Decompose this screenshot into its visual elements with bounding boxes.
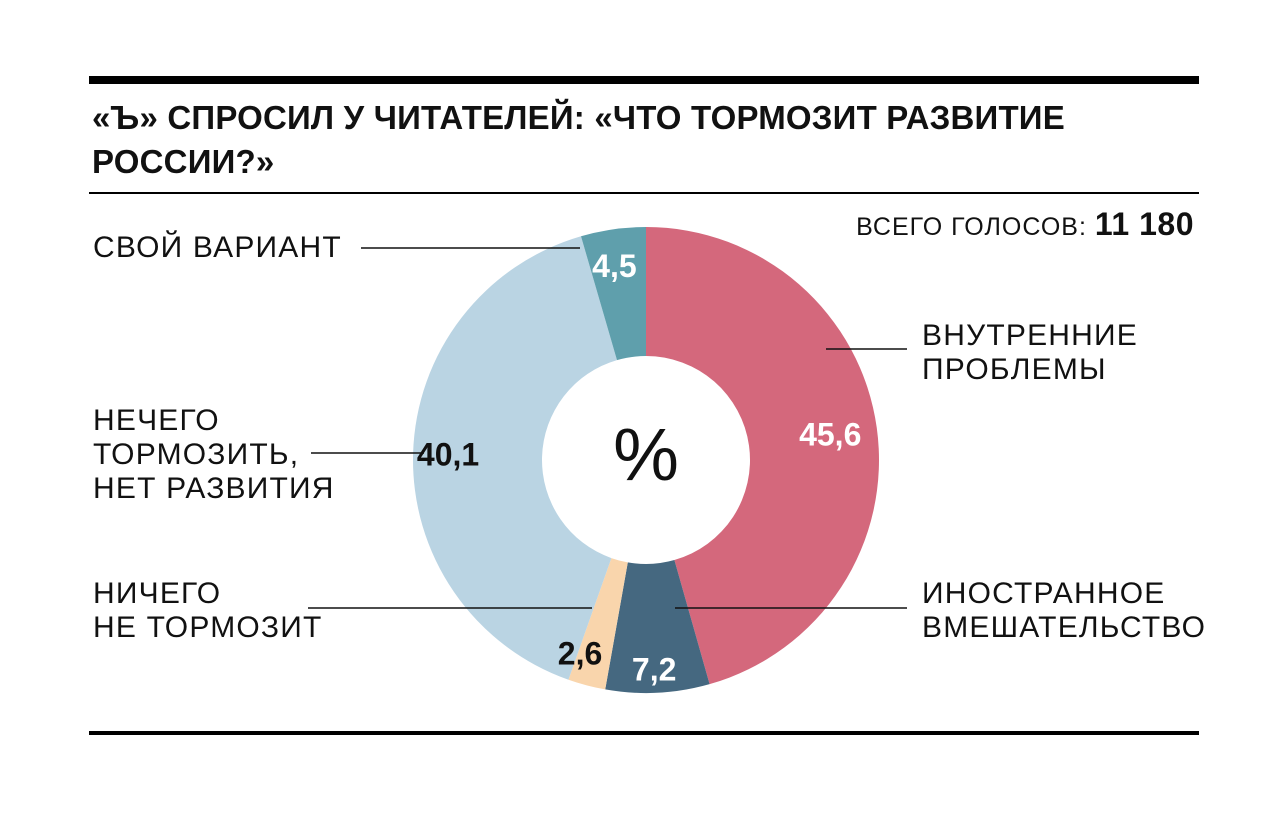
label-no-development: НЕЧЕГО ТОРМОЗИТЬ, НЕТ РАЗВИТИЯ bbox=[93, 404, 335, 505]
slice-foreign-interference bbox=[605, 560, 710, 694]
label-internal-problems: ВНУТРЕННИЕ ПРОБЛЕМЫ bbox=[922, 319, 1138, 386]
label-foreign-interference: ИНОСТРАННОЕ ВМЕШАТЕЛЬСТВО bbox=[922, 577, 1207, 644]
value-label-own-option: 4,5 bbox=[592, 248, 636, 284]
chart-title: «Ъ» СПРОСИЛ У ЧИТАТЕЛЕЙ: «ЧТО ТОРМОЗИТ Р… bbox=[92, 99, 1065, 180]
total-votes-label: ВСЕГО ГОЛОСОВ: bbox=[856, 213, 1087, 241]
total-votes-value: 11 180 bbox=[1094, 206, 1194, 242]
top-rule bbox=[89, 76, 1199, 84]
label-own-option: СВОЙ ВАРИАНТ bbox=[93, 231, 342, 264]
value-label-nothing-slows: 2,6 bbox=[558, 635, 602, 671]
value-label-internal-problems: 45,6 bbox=[799, 416, 861, 452]
title-divider bbox=[89, 192, 1199, 194]
total-votes: ВСЕГО ГОЛОСОВ: 11 180 bbox=[856, 206, 1194, 243]
center-percent-label: % bbox=[613, 413, 679, 496]
value-label-no-development: 40,1 bbox=[417, 437, 479, 473]
slice-own-option bbox=[580, 227, 646, 361]
value-label-foreign-interference: 7,2 bbox=[632, 652, 676, 688]
slice-nothing-slows bbox=[568, 558, 628, 690]
bottom-rule bbox=[89, 731, 1199, 735]
slice-internal-problems bbox=[646, 227, 880, 685]
label-nothing-slows: НИЧЕГО НЕ ТОРМОЗИТ bbox=[93, 577, 323, 644]
slice-no-development bbox=[413, 236, 617, 680]
